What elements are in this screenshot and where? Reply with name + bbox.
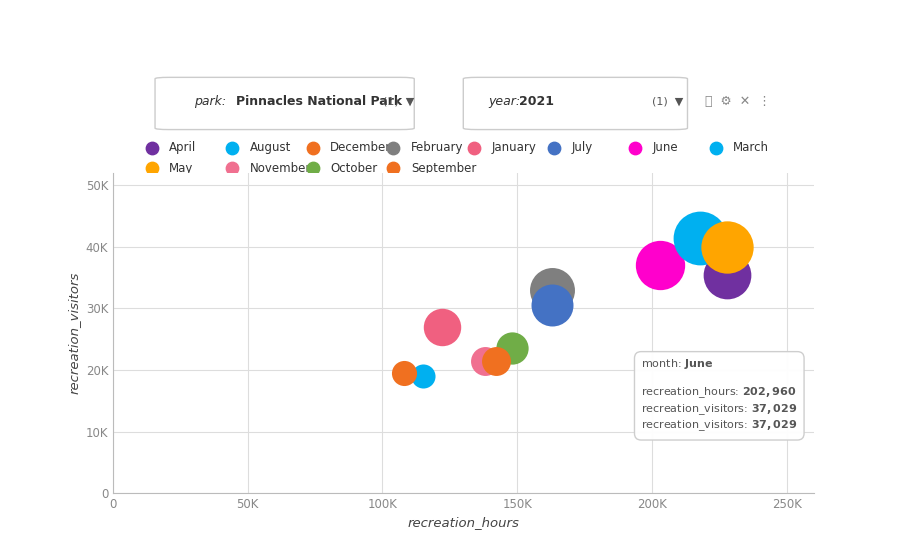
Text: January: January	[491, 141, 535, 154]
Text: 🔔  ⚙  ✕  ⋮: 🔔 ⚙ ✕ ⋮	[704, 95, 770, 108]
Text: (1)  ▼: (1) ▼	[382, 96, 414, 106]
Point	[415, 372, 430, 381]
Text: March: March	[732, 141, 768, 154]
Text: November: November	[249, 162, 311, 175]
Text: year:: year:	[488, 95, 524, 108]
Point	[693, 233, 707, 242]
Point	[720, 243, 734, 252]
Point	[396, 368, 411, 377]
FancyBboxPatch shape	[155, 78, 414, 130]
Point	[805, 105, 820, 114]
Point	[488, 356, 502, 365]
Point	[720, 270, 734, 279]
Text: September: September	[410, 162, 476, 175]
Point	[477, 356, 491, 365]
Text: December: December	[330, 141, 391, 154]
Point	[652, 261, 666, 270]
Point	[504, 344, 518, 353]
FancyBboxPatch shape	[463, 78, 687, 130]
Text: April: April	[169, 141, 196, 154]
Text: August: August	[249, 141, 291, 154]
Point	[434, 322, 449, 331]
Text: July: July	[572, 141, 592, 154]
X-axis label: recreation_hours: recreation_hours	[407, 516, 518, 530]
Text: October: October	[330, 162, 377, 175]
Point	[545, 286, 559, 295]
Text: park:: park:	[193, 95, 229, 108]
Text: (1)  ▼: (1) ▼	[652, 96, 683, 106]
Text: February: February	[410, 141, 462, 154]
Text: Pinnacles National Park: Pinnacles National Park	[236, 95, 401, 108]
Point	[545, 301, 559, 310]
Text: 2021: 2021	[518, 95, 554, 108]
Text: month: $\bf{June}$

recreation_hours: $\bf{202,960}$
recreation_visitors: $\bf{3: month: $\bf{June}$ recreation_hours: $\b…	[640, 357, 796, 433]
Text: June: June	[652, 141, 677, 154]
Y-axis label: recreation_visitors: recreation_visitors	[67, 272, 80, 394]
Text: May: May	[169, 162, 193, 175]
